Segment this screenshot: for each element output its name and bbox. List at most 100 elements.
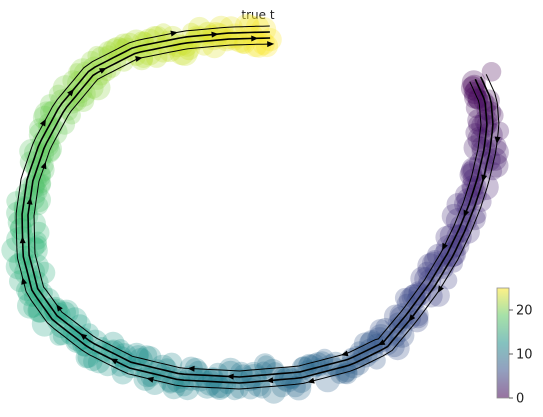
cell-point — [23, 179, 48, 204]
cell-point — [185, 25, 210, 50]
cell-point — [202, 367, 224, 389]
cell-point — [481, 62, 502, 82]
cell-point — [465, 79, 487, 102]
cell-point — [229, 361, 253, 385]
cell-point — [205, 374, 230, 399]
cell-point — [70, 326, 94, 350]
cell-point — [16, 279, 38, 301]
cell-point — [336, 361, 358, 383]
cell-point — [90, 46, 114, 70]
chart-title: true t — [241, 8, 275, 22]
streamline-arrow — [211, 31, 219, 38]
cell-point — [143, 371, 167, 395]
streamline-arrow — [408, 314, 416, 322]
cell-point — [7, 210, 32, 235]
cell-point — [31, 173, 52, 194]
cell-point — [302, 353, 326, 378]
cell-point — [265, 362, 285, 382]
streamline-arrow — [481, 174, 488, 182]
cell-point — [102, 38, 128, 64]
cell-point — [439, 271, 458, 290]
cell-point — [468, 115, 489, 135]
cell-point — [160, 352, 183, 374]
cell-point — [13, 207, 36, 230]
cell-point — [26, 157, 47, 178]
cell-point — [463, 185, 484, 207]
cell-point — [291, 356, 315, 380]
cell-point — [151, 38, 176, 63]
cell-point — [127, 345, 149, 366]
cell-point — [19, 139, 44, 164]
cell-point — [471, 136, 492, 157]
cell-point — [358, 331, 384, 357]
cell-point — [178, 365, 204, 391]
streamline-arrow — [21, 277, 28, 285]
cell-point — [26, 187, 51, 213]
cell-point — [188, 367, 213, 392]
streamline-arrow — [437, 285, 444, 293]
colorbar-gradient — [496, 287, 510, 399]
cell-point — [449, 214, 473, 238]
cell-point — [107, 52, 127, 72]
cell-point — [251, 17, 277, 42]
cell-point — [194, 368, 214, 388]
cell-point — [252, 379, 272, 399]
streamline-arrow — [442, 242, 448, 251]
cell-point — [138, 346, 162, 370]
cell-point — [101, 339, 126, 365]
streamline-arrow — [26, 197, 33, 205]
cell-point — [368, 324, 394, 350]
streamline-arrow — [56, 304, 63, 312]
cell-point — [271, 377, 292, 398]
cell-point — [315, 367, 341, 393]
colorbar-tick-label: 0 — [516, 392, 524, 407]
cell-point — [13, 203, 39, 229]
cell-point — [136, 28, 162, 54]
cell-point — [394, 287, 415, 308]
cell-point — [389, 323, 415, 348]
cell-point — [9, 217, 32, 240]
cell-point — [83, 351, 103, 372]
cell-point — [154, 23, 173, 42]
velocity-arrows — [19, 30, 501, 384]
streamline-arrow — [494, 136, 501, 144]
cell-point — [241, 24, 264, 47]
cell-point — [156, 30, 181, 56]
cell-point — [253, 353, 277, 376]
cell-point — [426, 243, 451, 268]
streamline-arrow — [307, 377, 315, 384]
cell-point — [43, 100, 65, 122]
cell-point — [48, 84, 69, 105]
cell-point — [40, 101, 62, 123]
cell-point — [49, 326, 69, 346]
streamline-arrow — [135, 56, 143, 62]
cell-point — [471, 191, 492, 212]
colorbar: 0 10 20 — [496, 287, 533, 407]
cell-point — [286, 375, 312, 401]
cell-point — [258, 27, 282, 52]
velocity-streamlines — [15, 25, 500, 390]
cell-point — [23, 298, 43, 318]
cell-point — [197, 370, 223, 396]
cell-point — [387, 329, 406, 348]
cell-point — [218, 376, 237, 394]
cell-point — [464, 208, 486, 231]
cell-point — [98, 45, 118, 65]
cell-point — [34, 133, 59, 158]
cell-point — [28, 231, 47, 250]
cell-point — [417, 261, 437, 281]
cell-point — [225, 381, 245, 401]
cell-point — [306, 352, 330, 376]
cell-point — [188, 16, 211, 40]
cell-point — [467, 108, 491, 132]
cell-point — [23, 287, 44, 307]
streamline-arrow — [187, 365, 195, 372]
cell-point — [86, 68, 108, 90]
cell-points — [1, 13, 510, 404]
cell-point — [207, 362, 228, 383]
cell-point — [161, 25, 184, 49]
streamline — [21, 31, 494, 384]
cell-point — [9, 218, 33, 241]
cell-point — [25, 159, 45, 179]
